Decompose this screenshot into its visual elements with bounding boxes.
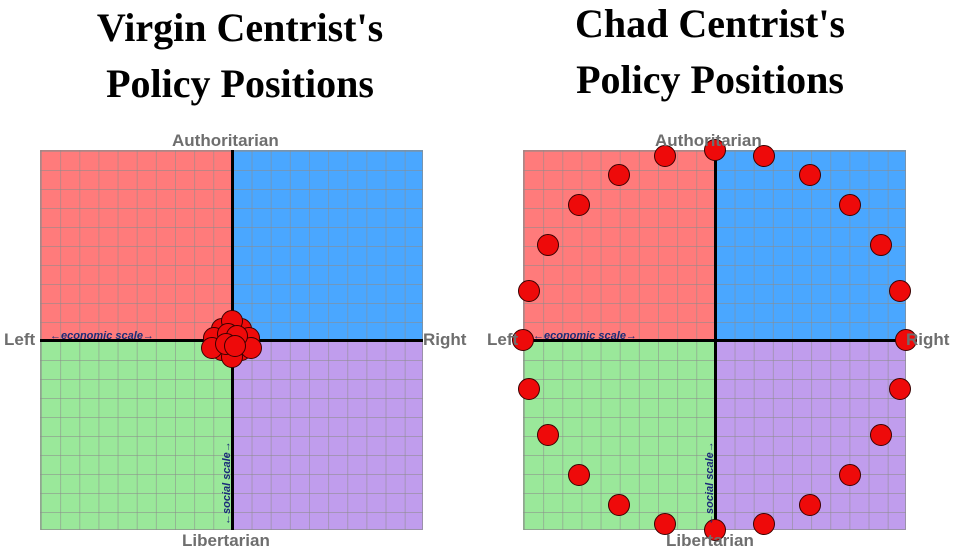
policy-point xyxy=(536,424,559,446)
policy-point xyxy=(703,519,726,541)
policy-point xyxy=(895,329,917,351)
economic-axis-line xyxy=(523,339,906,342)
policy-point xyxy=(839,194,862,217)
policy-point xyxy=(512,329,534,351)
policy-point xyxy=(517,279,540,302)
policy-point xyxy=(224,334,247,357)
economic-scale-label: ←economic scale→ xyxy=(50,330,154,342)
label-left: Left xyxy=(4,330,36,349)
label-libertarian: Libertarian xyxy=(182,531,270,550)
policy-point xyxy=(753,513,776,536)
policy-point xyxy=(799,163,822,186)
label-left: Left xyxy=(487,330,519,349)
social-scale-label: ←social scale→ xyxy=(221,441,233,525)
economic-scale-label: ←economic scale→ xyxy=(533,330,637,342)
policy-point xyxy=(870,424,893,446)
policy-point xyxy=(653,513,676,536)
policy-point xyxy=(517,378,540,401)
policy-point xyxy=(607,163,630,186)
policy-point xyxy=(799,494,822,517)
policy-point xyxy=(839,463,862,486)
label-libertarian: Libertarian xyxy=(666,531,754,550)
policy-point xyxy=(889,378,912,401)
policy-point xyxy=(607,494,630,517)
social-scale-label: ←social scale→ xyxy=(704,441,716,525)
label-right: Right xyxy=(906,330,950,349)
political-compass-virgin xyxy=(40,150,423,530)
policy-point xyxy=(753,144,776,167)
title-chad: Chad Centrist's Policy Positions xyxy=(574,1,846,102)
political-compass-chad xyxy=(512,139,917,541)
policy-point xyxy=(567,194,590,217)
policy-point xyxy=(653,144,676,167)
label-authoritarian: Authoritarian xyxy=(172,131,279,150)
policy-point xyxy=(703,139,726,161)
policy-point xyxy=(567,463,590,486)
label-authoritarian: Authoritarian xyxy=(655,131,762,150)
policy-point xyxy=(870,234,893,256)
policy-point xyxy=(536,234,559,256)
title-virgin: Virgin Centrist's Policy Positions xyxy=(96,5,384,106)
label-right: Right xyxy=(423,330,467,349)
policy-point xyxy=(889,279,912,302)
